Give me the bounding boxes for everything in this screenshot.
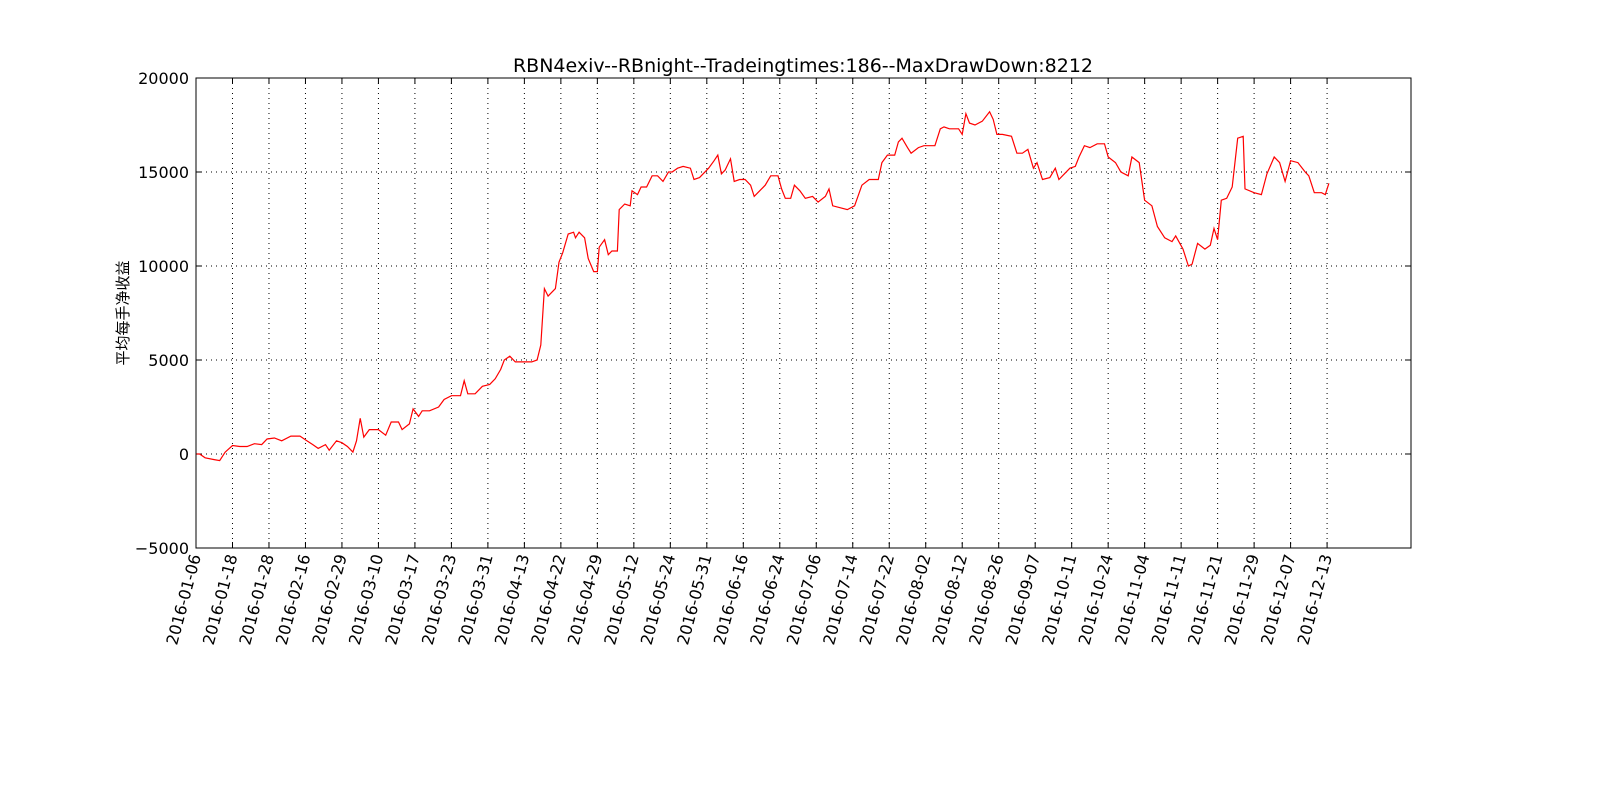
x-tick-label: 2016-09-07 xyxy=(1002,552,1044,647)
y-tick-label: −5000 xyxy=(135,539,189,558)
x-tick-label: 2016-11-21 xyxy=(1184,552,1226,647)
series-line xyxy=(196,110,1330,462)
x-tick-label: 2016-03-10 xyxy=(345,552,387,647)
x-tick-label: 2016-03-31 xyxy=(454,552,496,647)
x-tick-label: 2016-01-06 xyxy=(162,552,204,647)
plot-frame xyxy=(195,77,1412,549)
x-tick-label: 2016-06-24 xyxy=(746,552,788,647)
x-tick-label: 2016-03-17 xyxy=(381,552,423,647)
x-tick-label: 2016-05-12 xyxy=(600,552,642,647)
y-axis-label: 平均每手净收益 xyxy=(114,260,132,365)
x-tick-label: 2016-11-04 xyxy=(1111,552,1153,647)
x-tick-label: 2016-08-26 xyxy=(965,552,1007,647)
x-tick-label: 2016-07-22 xyxy=(856,552,898,647)
y-tick-label: 15000 xyxy=(138,163,189,182)
x-tick-label: 2016-07-06 xyxy=(783,552,825,647)
x-tick-label: 2016-03-23 xyxy=(418,552,460,647)
x-tick-label: 2016-10-11 xyxy=(1038,552,1080,647)
x-tick-label: 2016-08-02 xyxy=(892,552,934,647)
x-tick-label: 2016-06-16 xyxy=(710,552,752,647)
x-tick-label: 2016-02-29 xyxy=(308,552,350,647)
x-tick-label: 2016-05-24 xyxy=(637,552,679,647)
y-tick-label: 0 xyxy=(179,445,189,464)
x-tick-label: 2016-11-11 xyxy=(1148,552,1190,647)
x-tick-label: 2016-08-12 xyxy=(929,552,971,647)
x-tick-label: 2016-10-24 xyxy=(1075,552,1117,647)
x-tick-label: 2016-12-13 xyxy=(1294,552,1336,647)
x-tick-label: 2016-04-22 xyxy=(527,552,569,647)
y-tick-label: 10000 xyxy=(138,257,189,276)
y-tick-label: 20000 xyxy=(138,69,189,88)
x-tick-label: 2016-01-18 xyxy=(199,552,241,647)
chart-title: RBN4exiv--RBnight--Tradeingtimes:186--Ma… xyxy=(513,55,1093,77)
x-tick-label: 2016-12-07 xyxy=(1257,552,1299,647)
x-tick-label: 2016-01-28 xyxy=(235,552,277,647)
x-tick-label: 2016-07-14 xyxy=(819,552,861,647)
x-tick-label: 2016-04-29 xyxy=(564,552,606,647)
x-tick-label: 2016-05-31 xyxy=(673,552,715,647)
x-tick-label: 2016-04-13 xyxy=(491,552,533,647)
x-tick-label: 2016-11-29 xyxy=(1221,552,1263,647)
x-tick-label: 2016-02-16 xyxy=(272,552,314,647)
y-tick-label: 5000 xyxy=(148,351,189,370)
